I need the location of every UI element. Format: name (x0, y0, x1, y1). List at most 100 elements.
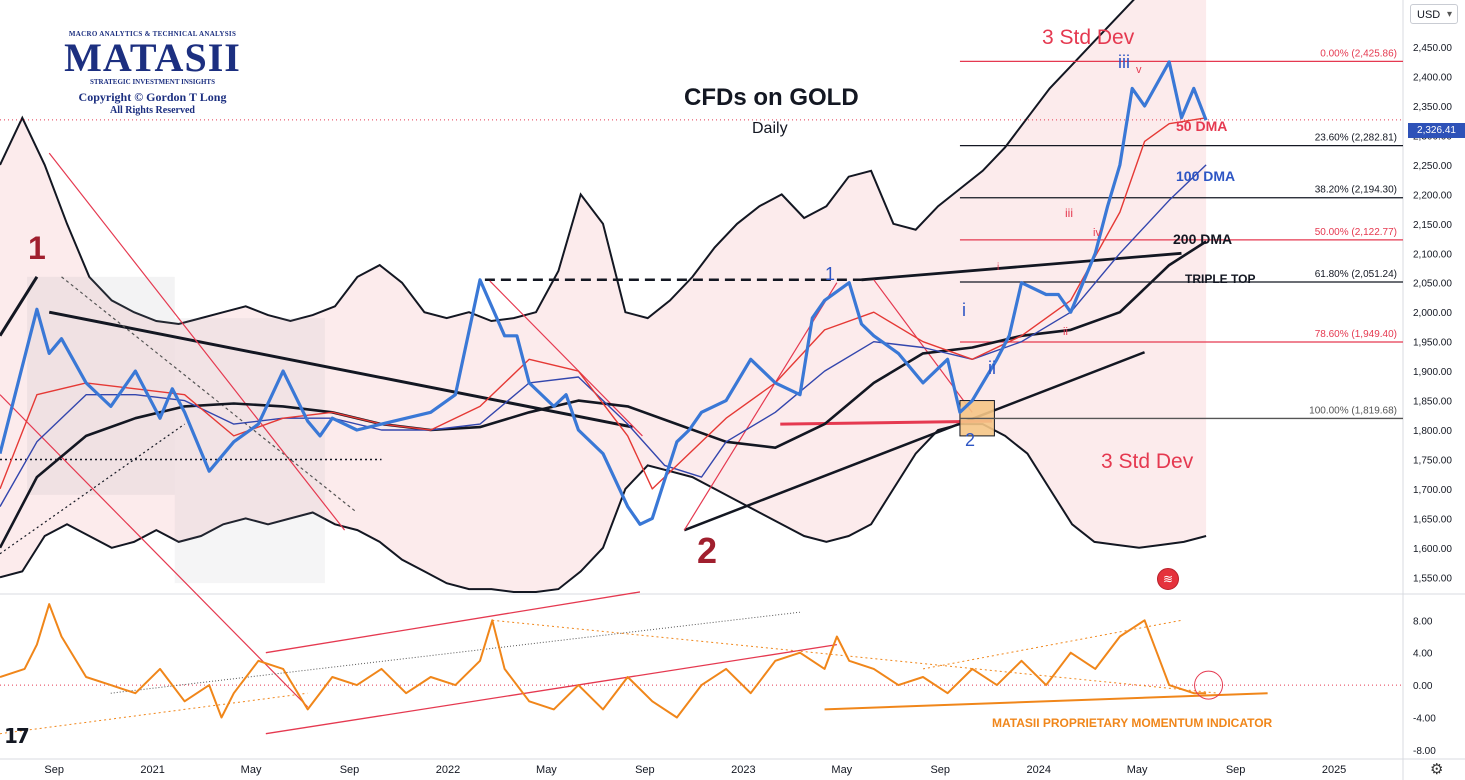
ind-highlight-circle (1194, 670, 1224, 700)
series-price (0, 60, 1208, 526)
wave-i-label: i (962, 300, 966, 320)
us-flag-icon[interactable]: ≋ (1157, 568, 1179, 590)
wave-2-label: 2 (697, 530, 718, 571)
triple-top-label: TRIPLE TOP (1185, 272, 1256, 286)
ind-y-tick-label: -8.00 (1413, 746, 1436, 757)
tradingview-logo-icon[interactable]: 17 (4, 724, 30, 748)
y-tick-label: 2,350.00 (1413, 102, 1452, 113)
std-dev-top-label: 3 Std Dev (1042, 26, 1135, 49)
y-tick-label: 1,950.00 (1413, 338, 1452, 349)
down-channel-upper (48, 152, 346, 531)
series-50-dma (0, 117, 1207, 490)
ind-dotted-trend (110, 611, 801, 694)
chart-timeframe: Daily (752, 120, 788, 137)
wave-ii-red-label: ii (1063, 326, 1068, 338)
y-tick-label: 2,250.00 (1413, 161, 1452, 172)
y-tick-label: 2,100.00 (1413, 249, 1452, 260)
highlight-box (27, 276, 175, 495)
down-channel-lower (0, 394, 309, 708)
wave-iii-red-label: iii (1065, 206, 1073, 220)
shaded-region (174, 318, 325, 584)
std-dev-upper-line (0, 0, 1135, 326)
fib-label: 23.60% (2,282.81) (1315, 133, 1397, 144)
ind-support-line (824, 692, 1268, 711)
x-tick-label: May (536, 764, 557, 776)
uptrend-support-line (683, 351, 1146, 532)
gear-icon[interactable]: ⚙ (1430, 761, 1444, 778)
x-tick-label: May (1127, 764, 1148, 776)
triple-top-rising-line (861, 251, 1182, 282)
wave-iii-label: iii (1118, 52, 1130, 72)
last-price-badge: 2,326.41 (1408, 123, 1465, 138)
wave-small-2-label: 2 (965, 430, 976, 450)
dma50-label: 50 DMA (1176, 118, 1228, 134)
x-tick-label: 2025 (1322, 764, 1346, 776)
wave-small-1-label: 1 (825, 264, 836, 284)
wave-iv-red-label: iv (1093, 227, 1101, 239)
matasii-logo: MACRO ANALYTICS & TECHNICAL ANALYSIS MAT… (60, 30, 245, 116)
wave-v-red-label: v (1136, 64, 1142, 76)
y-tick-label: 1,550.00 (1413, 573, 1452, 584)
x-tick-label: 2021 (140, 764, 164, 776)
ind-channel-lower (265, 643, 837, 735)
indicator-label: MATASII PROPRIETARY MOMENTUM INDICATOR (992, 716, 1273, 730)
logo-name: MATASII (64, 35, 241, 80)
red-down-line-1 (489, 280, 643, 437)
ind-dotted-support (0, 692, 308, 735)
x-tick-label: Sep (635, 764, 655, 776)
logo-subtitle: STRATEGIC INVESTMENT INSIGHTS (89, 78, 215, 86)
x-tick-label: Sep (340, 764, 360, 776)
x-tick-label: Sep (1226, 764, 1246, 776)
ind-dotted-rising (922, 619, 1182, 670)
y-tick-label: 1,700.00 (1413, 485, 1452, 496)
fib-label: 0.00% (2,425.86) (1320, 48, 1397, 59)
logo-tagline: MACRO ANALYTICS & TECHNICAL ANALYSIS (68, 30, 237, 38)
red-support-line (780, 419, 992, 426)
fib-label: 78.60% (1,949.40) (1315, 329, 1397, 340)
ind-y-tick-label: 0.00 (1413, 681, 1433, 692)
x-tick-label: 2022 (436, 764, 460, 776)
y-tick-label: 2,450.00 (1413, 43, 1452, 54)
x-tick-label: May (241, 764, 262, 776)
series-momentum (0, 603, 1207, 719)
ind-channel-upper (265, 591, 641, 654)
downtrend-line (48, 310, 633, 429)
wave-i-red-label: i (997, 262, 1000, 273)
fib-label: 61.80% (2,051.24) (1315, 269, 1397, 280)
logo-copyright: Copyright © Gordon T Long (78, 90, 227, 104)
wave-ii-label: ii (988, 358, 996, 378)
y-tick-label: 1,650.00 (1413, 514, 1452, 525)
logo-rights: All Rights Reserved (110, 105, 195, 116)
x-tick-label: Sep (930, 764, 950, 776)
ind-y-tick-label: 4.00 (1413, 649, 1433, 660)
y-tick-label: 1,900.00 (1413, 367, 1452, 378)
dma200-label: 200 DMA (1173, 231, 1233, 247)
fib-label: 100.00% (1,819.68) (1309, 405, 1397, 416)
x-tick-label: May (831, 764, 852, 776)
chart-title: CFDs on GOLD (684, 84, 859, 111)
y-tick-label: 1,750.00 (1413, 455, 1452, 466)
fib-label: 50.00% (2,122.77) (1315, 227, 1397, 238)
ind-y-tick-label: -4.00 (1413, 714, 1436, 725)
y-tick-label: 1,600.00 (1413, 544, 1452, 555)
y-tick-label: 1,800.00 (1413, 426, 1452, 437)
x-tick-label: 2023 (731, 764, 755, 776)
y-tick-label: 2,150.00 (1413, 220, 1452, 231)
y-tick-label: 2,000.00 (1413, 308, 1452, 319)
x-tick-label: 2024 (1026, 764, 1050, 776)
currency-select[interactable]: USD (1410, 4, 1458, 25)
std-dev-bottom-label: 3 Std Dev (1101, 450, 1194, 473)
x-tick-label: Sep (44, 764, 64, 776)
y-tick-label: 2,400.00 (1413, 73, 1452, 84)
y-tick-label: 2,050.00 (1413, 279, 1452, 290)
dotted-trend (61, 276, 358, 513)
ind-y-tick-label: 8.00 (1413, 616, 1433, 627)
dma100-label: 100 DMA (1176, 168, 1236, 184)
y-tick-label: 1,850.00 (1413, 397, 1452, 408)
initial-uptrend-line (0, 276, 39, 337)
y-tick-label: 2,200.00 (1413, 190, 1452, 201)
std-dev-lower-line (0, 423, 1207, 593)
ind-dotted-resistance (492, 619, 1219, 694)
fib-label: 38.20% (2,194.30) (1315, 185, 1397, 196)
